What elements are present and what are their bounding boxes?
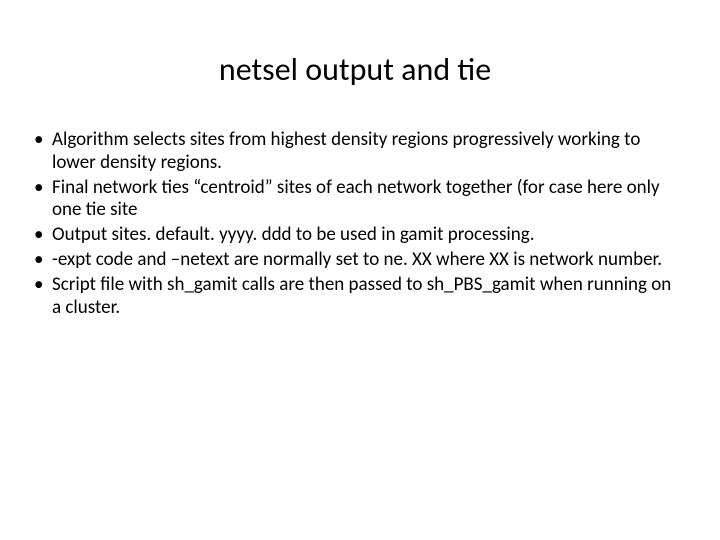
- list-item: Output sites. default. yyyy. ddd to be u…: [30, 224, 680, 247]
- bullet-text: Script file with sh_gamit calls are then…: [52, 273, 671, 319]
- slide-title: netsel output and tie: [30, 50, 680, 89]
- list-item: Script file with sh_gamit calls are then…: [30, 274, 680, 320]
- bullet-text: Output sites. default. yyyy. ddd to be u…: [52, 223, 535, 246]
- slide-body: Algorithm selects sites from highest den…: [30, 129, 680, 319]
- bullet-list: Algorithm selects sites from highest den…: [30, 129, 680, 319]
- slide: netsel output and tie Algorithm selects …: [0, 0, 720, 540]
- list-item: Final network ties “centroid” sites of e…: [30, 177, 680, 223]
- list-item: Algorithm selects sites from highest den…: [30, 129, 680, 175]
- bullet-text: Final network ties “centroid” sites of e…: [52, 176, 660, 222]
- bullet-text: -expt code and –netext are normally set …: [52, 248, 662, 271]
- bullet-text: Algorithm selects sites from highest den…: [52, 128, 640, 174]
- list-item: -expt code and –netext are normally set …: [30, 249, 680, 272]
